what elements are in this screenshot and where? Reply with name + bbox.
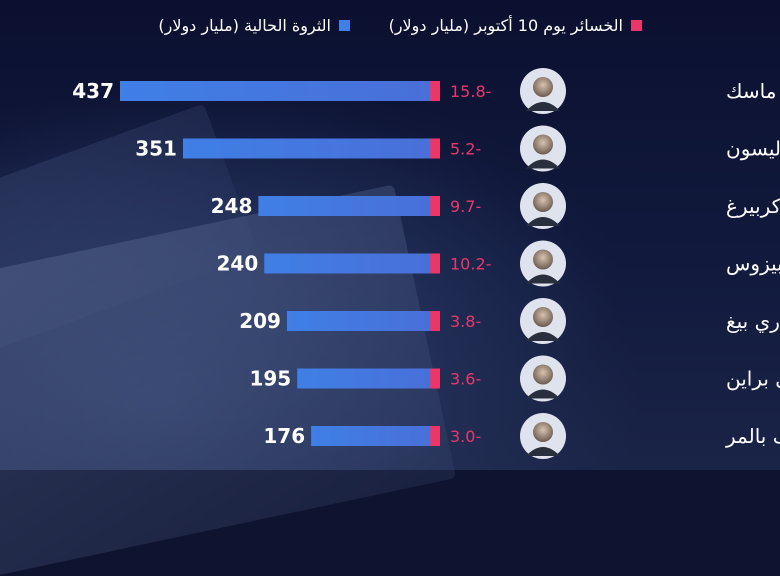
avatar-image — [520, 183, 566, 229]
bar-chart: 437 15.8- إيلون ماسك 351 5.2- لاري إليسون 248 9… — [72, 68, 780, 459]
avatar-image — [520, 355, 566, 402]
legend-label-loss: الخسائر يوم 10 أكتوبر (مليار دولار) — [388, 15, 623, 35]
wealth-bar — [311, 426, 440, 446]
person-name-label: مارك زوكربيرغ — [726, 194, 780, 218]
avatar-head — [533, 134, 553, 155]
avatar-image — [520, 68, 566, 114]
legend-item-loss: الخسائر يوم 10 أكتوبر (مليار دولار) — [389, 14, 642, 36]
loss-value-label: 3.0- — [450, 427, 481, 446]
avatar-head — [533, 77, 553, 97]
wealth-bar — [286, 311, 440, 331]
loss-bar — [430, 253, 440, 274]
loss-bar — [430, 368, 440, 389]
loss-value-label: 3.8- — [450, 312, 481, 331]
avatar-image — [520, 125, 566, 172]
bar-value-label: 209 — [239, 309, 281, 333]
avatar-image — [520, 413, 566, 459]
avatar-head — [533, 364, 553, 385]
avatar-image — [520, 298, 566, 344]
bar-value-label: 248 — [211, 194, 253, 218]
person-name-label: لاري بيغ — [726, 309, 780, 334]
avatar-image — [520, 240, 566, 287]
bar-value-label: 240 — [217, 252, 259, 276]
bar-value-label: 351 — [135, 137, 177, 161]
bar-value-label: 195 — [249, 367, 291, 391]
loss-value-label: 5.2- — [450, 140, 481, 159]
avatar-head — [533, 307, 553, 327]
loss-bar — [430, 81, 440, 101]
legend-label-wealth: الثروة الحالية (مليار دولار) — [158, 15, 331, 35]
avatar-body — [526, 217, 560, 226]
loss-bar — [430, 138, 440, 159]
person-name-label: إيلون ماسك — [726, 79, 780, 104]
avatar-body — [526, 332, 560, 341]
loss-value-label: 15.8- — [450, 82, 491, 101]
person-name-label: جيف بيزوس — [726, 252, 780, 276]
avatar-body — [526, 389, 560, 399]
avatar-body — [526, 102, 560, 111]
loss-value-label: 10.2- — [450, 255, 491, 274]
person-name-label: سيرغي براين — [726, 367, 780, 392]
bar-value-label: 176 — [263, 424, 305, 448]
wealth-bar — [182, 138, 440, 159]
loss-bar — [430, 311, 440, 331]
avatar-body — [526, 447, 560, 456]
wealth-bar — [297, 368, 440, 389]
background — [0, 0, 780, 470]
avatar-body — [526, 159, 560, 169]
avatar-head — [533, 422, 553, 442]
legend-swatch-loss — [631, 19, 642, 31]
loss-bar — [430, 426, 440, 446]
wealth-bar — [120, 81, 440, 101]
avatar-body — [526, 274, 560, 284]
legend-swatch-wealth — [339, 19, 350, 31]
person-name-label: ستيف بالمر — [725, 424, 780, 448]
loss-bar — [430, 196, 440, 216]
wealth-bar — [258, 196, 440, 216]
legend-item-wealth: الثروة الحالية (مليار دولار) — [158, 14, 350, 36]
avatar-head — [533, 192, 553, 212]
loss-value-label: 9.7- — [450, 197, 481, 216]
avatar-head — [533, 249, 553, 270]
person-name-label: لاري إليسون — [726, 137, 780, 162]
bar-value-label: 437 — [72, 79, 114, 103]
wealth-bar — [264, 253, 440, 274]
loss-value-label: 3.6- — [450, 370, 481, 389]
